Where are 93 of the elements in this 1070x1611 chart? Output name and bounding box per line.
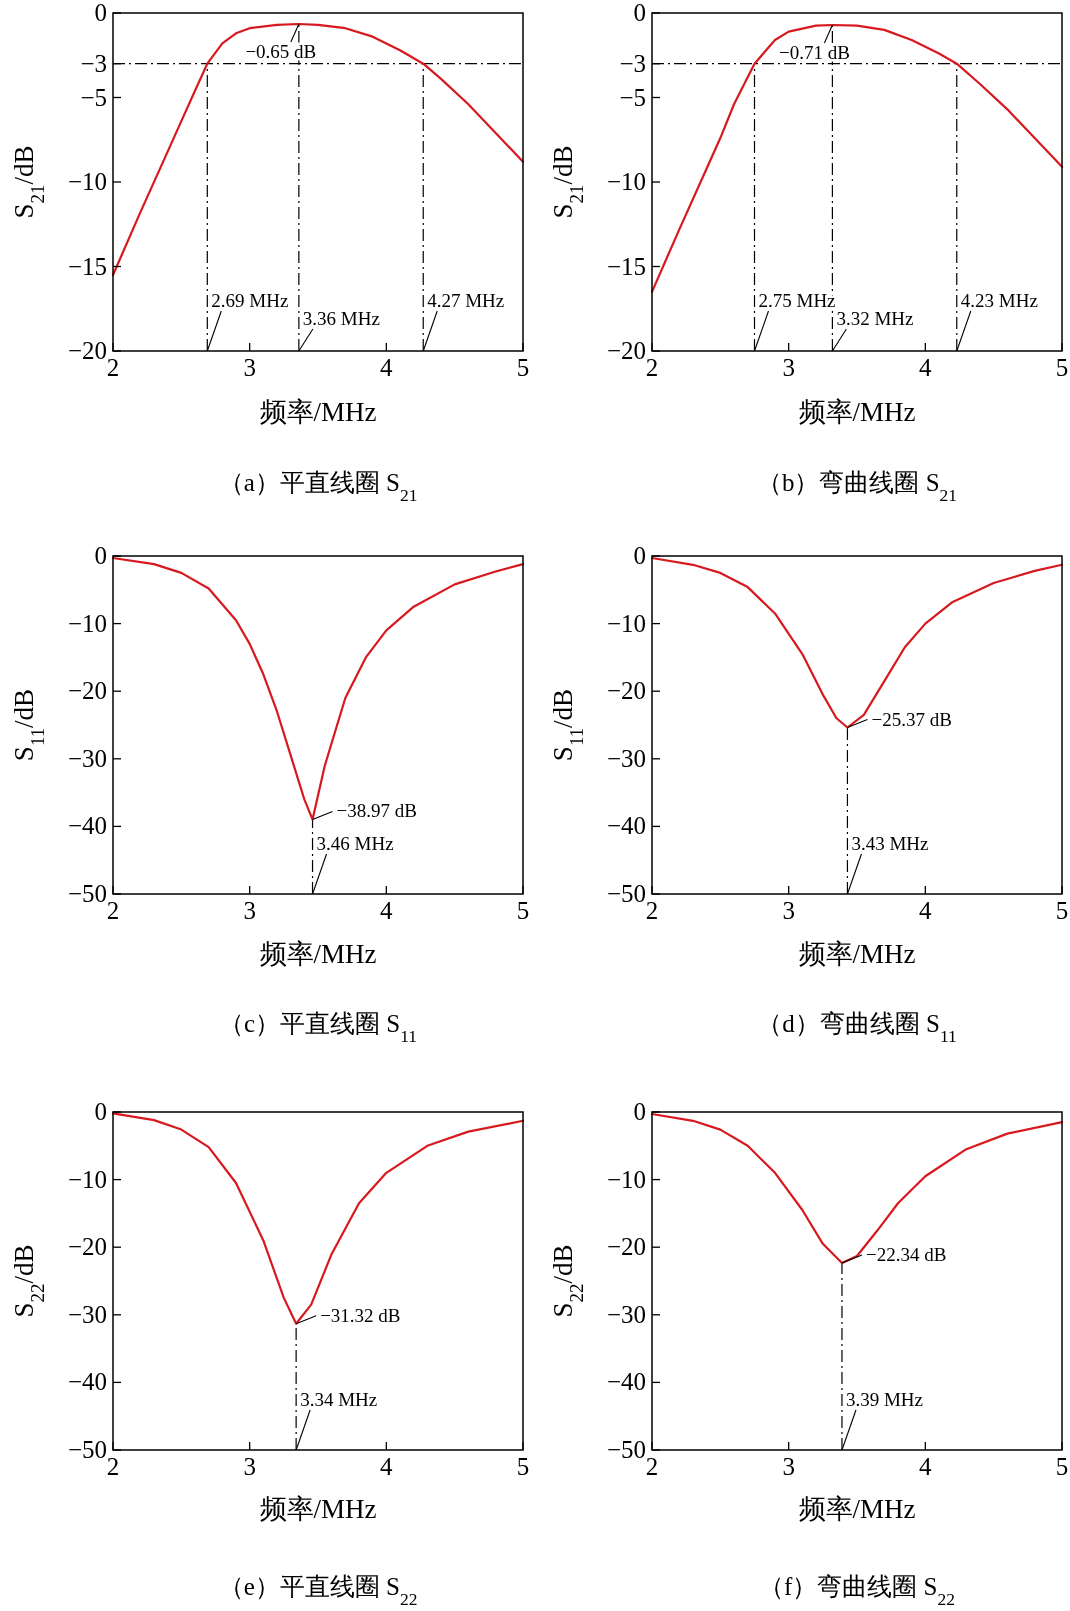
y-tick-label: −10 [67, 1165, 107, 1193]
x-tick-label: 4 [380, 354, 394, 381]
x-tick-label: 5 [1055, 354, 1069, 381]
text: （d）弯曲线圈 S$_{11}$ [757, 1010, 957, 1046]
x-tick-label: 4 [919, 897, 933, 924]
y-tick-label: −10 [67, 609, 107, 637]
x-tick-label: 5 [1055, 1453, 1069, 1480]
x-tick-label: 3 [243, 354, 256, 381]
annotation: 3.32 MHz [836, 308, 914, 329]
x-axis-title: 频率/MHz [259, 939, 377, 969]
line-series [111, 1112, 525, 1325]
y-tick-label: −40 [606, 1368, 646, 1396]
x-axis-title: 频率/MHz [259, 1494, 377, 1524]
line-series [111, 556, 525, 821]
y-tick-label: −10 [606, 168, 646, 195]
line-series [650, 23, 1064, 293]
y-tick-label: −3 [619, 49, 646, 77]
x-tick-label: 4 [919, 1453, 933, 1480]
y-tick-label: −50 [606, 880, 646, 907]
y-tick-label: −50 [67, 880, 107, 907]
x-tick-label: 4 [380, 897, 394, 924]
x-tick-label: 3 [782, 354, 795, 381]
y-tick-label: 0 [94, 1098, 107, 1125]
x-tick-label: 5 [516, 897, 530, 924]
text: （f）弯曲线圈 S$_{22}$ [759, 1573, 955, 1609]
line-series [650, 556, 1064, 729]
y-tick-label: −10 [606, 609, 646, 637]
y-tick-label: −30 [67, 744, 107, 772]
y-tick-label: −5 [80, 83, 107, 111]
line-series [111, 22, 525, 277]
annotation: 3.43 MHz [851, 833, 929, 854]
y-tick-label: −40 [606, 812, 646, 840]
annotation: 3.34 MHz [300, 1389, 378, 1410]
y-tick-label: −5 [619, 83, 646, 111]
y-tick-label: −50 [606, 1436, 646, 1463]
y-tick-label: −20 [606, 337, 646, 364]
y-tick-label: −20 [67, 677, 107, 705]
annotation: −38.97 dB [336, 800, 417, 822]
x-tick-label: 2 [645, 1453, 659, 1480]
y-tick-label: 0 [633, 542, 646, 569]
x-tick-label: 2 [106, 354, 120, 381]
annotation: −0.65 dB [245, 40, 317, 62]
annotation: −31.32 dB [320, 1304, 401, 1326]
y-tick-label: −20 [606, 677, 646, 705]
y-tick-label: −40 [67, 812, 107, 840]
y-tick-label: −3 [80, 49, 107, 77]
y-tick-label: −15 [67, 252, 107, 280]
annotation: 3.36 MHz [302, 308, 380, 329]
x-tick-label: 4 [380, 1453, 394, 1480]
x-axis-title: 频率/MHz [798, 1494, 916, 1524]
annotation: 4.27 MHz [427, 290, 505, 311]
annotation: −0.71 dB [778, 42, 850, 63]
x-tick-label: 2 [106, 1453, 120, 1480]
y-tick-label: −30 [606, 744, 646, 772]
x-tick-label: 5 [1055, 897, 1069, 924]
text: （c）平直线圈 S$_{11}$ [218, 1010, 418, 1046]
y-tick-label: 0 [94, 542, 107, 569]
x-tick-label: 2 [106, 897, 120, 924]
text: （a）平直线圈 S$_{21}$ [218, 469, 418, 505]
annotation: 3.39 MHz [845, 1389, 924, 1410]
y-tick-label: −15 [606, 252, 646, 280]
x-tick-label: 4 [919, 354, 933, 381]
y-tick-label: −20 [67, 1233, 107, 1261]
y-tick-label: −10 [606, 1165, 646, 1193]
text: （b）弯曲线圈 S$_{21}$ [756, 469, 958, 505]
x-axis-title: 频率/MHz [259, 397, 377, 427]
x-axis-title: 频率/MHz [798, 939, 916, 969]
y-tick-label: −30 [606, 1300, 646, 1328]
y-tick-label: 0 [633, 1098, 646, 1125]
x-tick-label: 3 [782, 1453, 795, 1480]
x-tick-label: 3 [243, 897, 256, 924]
y-tick-label: −20 [606, 1233, 646, 1261]
y-tick-label: 0 [633, 0, 646, 26]
y-tick-label: −50 [67, 1436, 107, 1463]
x-tick-label: 2 [645, 354, 659, 381]
x-tick-label: 3 [782, 897, 795, 924]
y-tick-label: 0 [94, 0, 107, 26]
y-tick-label: −30 [67, 1300, 107, 1328]
annotation: 4.23 MHz [960, 290, 1038, 311]
annotation: 3.46 MHz [316, 833, 394, 854]
x-tick-label: 2 [645, 897, 659, 924]
annotation: 2.69 MHz [211, 290, 289, 311]
line-series [650, 1112, 1064, 1265]
annotation: −25.37 dB [871, 708, 952, 730]
x-axis-title: 频率/MHz [798, 397, 916, 427]
y-tick-label: −40 [67, 1368, 107, 1396]
x-tick-label: 3 [243, 1453, 256, 1480]
x-tick-label: 5 [516, 1453, 530, 1480]
x-tick-label: 5 [516, 354, 530, 381]
y-tick-label: −10 [67, 168, 107, 195]
y-tick-label: −20 [67, 337, 107, 364]
text: （e）平直线圈 S$_{22}$ [218, 1573, 418, 1609]
annotation: −22.34 dB [865, 1244, 947, 1266]
